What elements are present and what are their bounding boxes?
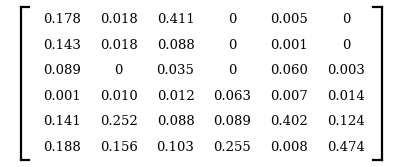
Text: 0: 0 [342, 39, 350, 52]
Text: 0.252: 0.252 [100, 115, 138, 128]
Text: 0.003: 0.003 [327, 64, 365, 77]
Text: 0: 0 [114, 64, 123, 77]
Text: 0: 0 [228, 13, 236, 26]
Text: 0.089: 0.089 [43, 64, 81, 77]
Text: 0.007: 0.007 [270, 90, 308, 103]
Text: 0: 0 [228, 39, 236, 52]
Text: 0.018: 0.018 [100, 13, 138, 26]
Text: 0.402: 0.402 [270, 115, 308, 128]
Text: 0: 0 [342, 13, 350, 26]
Text: 0.035: 0.035 [157, 64, 194, 77]
Text: 0.018: 0.018 [100, 39, 138, 52]
Text: 0.010: 0.010 [100, 90, 138, 103]
Text: 0.156: 0.156 [100, 141, 138, 154]
Text: 0.014: 0.014 [327, 90, 365, 103]
Text: 0.005: 0.005 [270, 13, 308, 26]
Text: 0.088: 0.088 [157, 115, 194, 128]
Text: 0.103: 0.103 [157, 141, 194, 154]
Text: 0.178: 0.178 [43, 13, 81, 26]
Text: 0.008: 0.008 [270, 141, 308, 154]
Text: 0.143: 0.143 [43, 39, 81, 52]
Text: 0.060: 0.060 [270, 64, 308, 77]
Text: 0.001: 0.001 [270, 39, 308, 52]
Text: 0.001: 0.001 [43, 90, 81, 103]
Text: 0.012: 0.012 [157, 90, 194, 103]
Text: 0.255: 0.255 [213, 141, 251, 154]
Text: 0: 0 [228, 64, 236, 77]
Text: 0.188: 0.188 [43, 141, 81, 154]
Text: 0.124: 0.124 [327, 115, 365, 128]
Text: 0.089: 0.089 [213, 115, 251, 128]
Text: 0.088: 0.088 [157, 39, 194, 52]
Text: 0.063: 0.063 [213, 90, 251, 103]
Text: 0.474: 0.474 [327, 141, 365, 154]
Text: 0.141: 0.141 [43, 115, 81, 128]
Text: 0.411: 0.411 [157, 13, 194, 26]
